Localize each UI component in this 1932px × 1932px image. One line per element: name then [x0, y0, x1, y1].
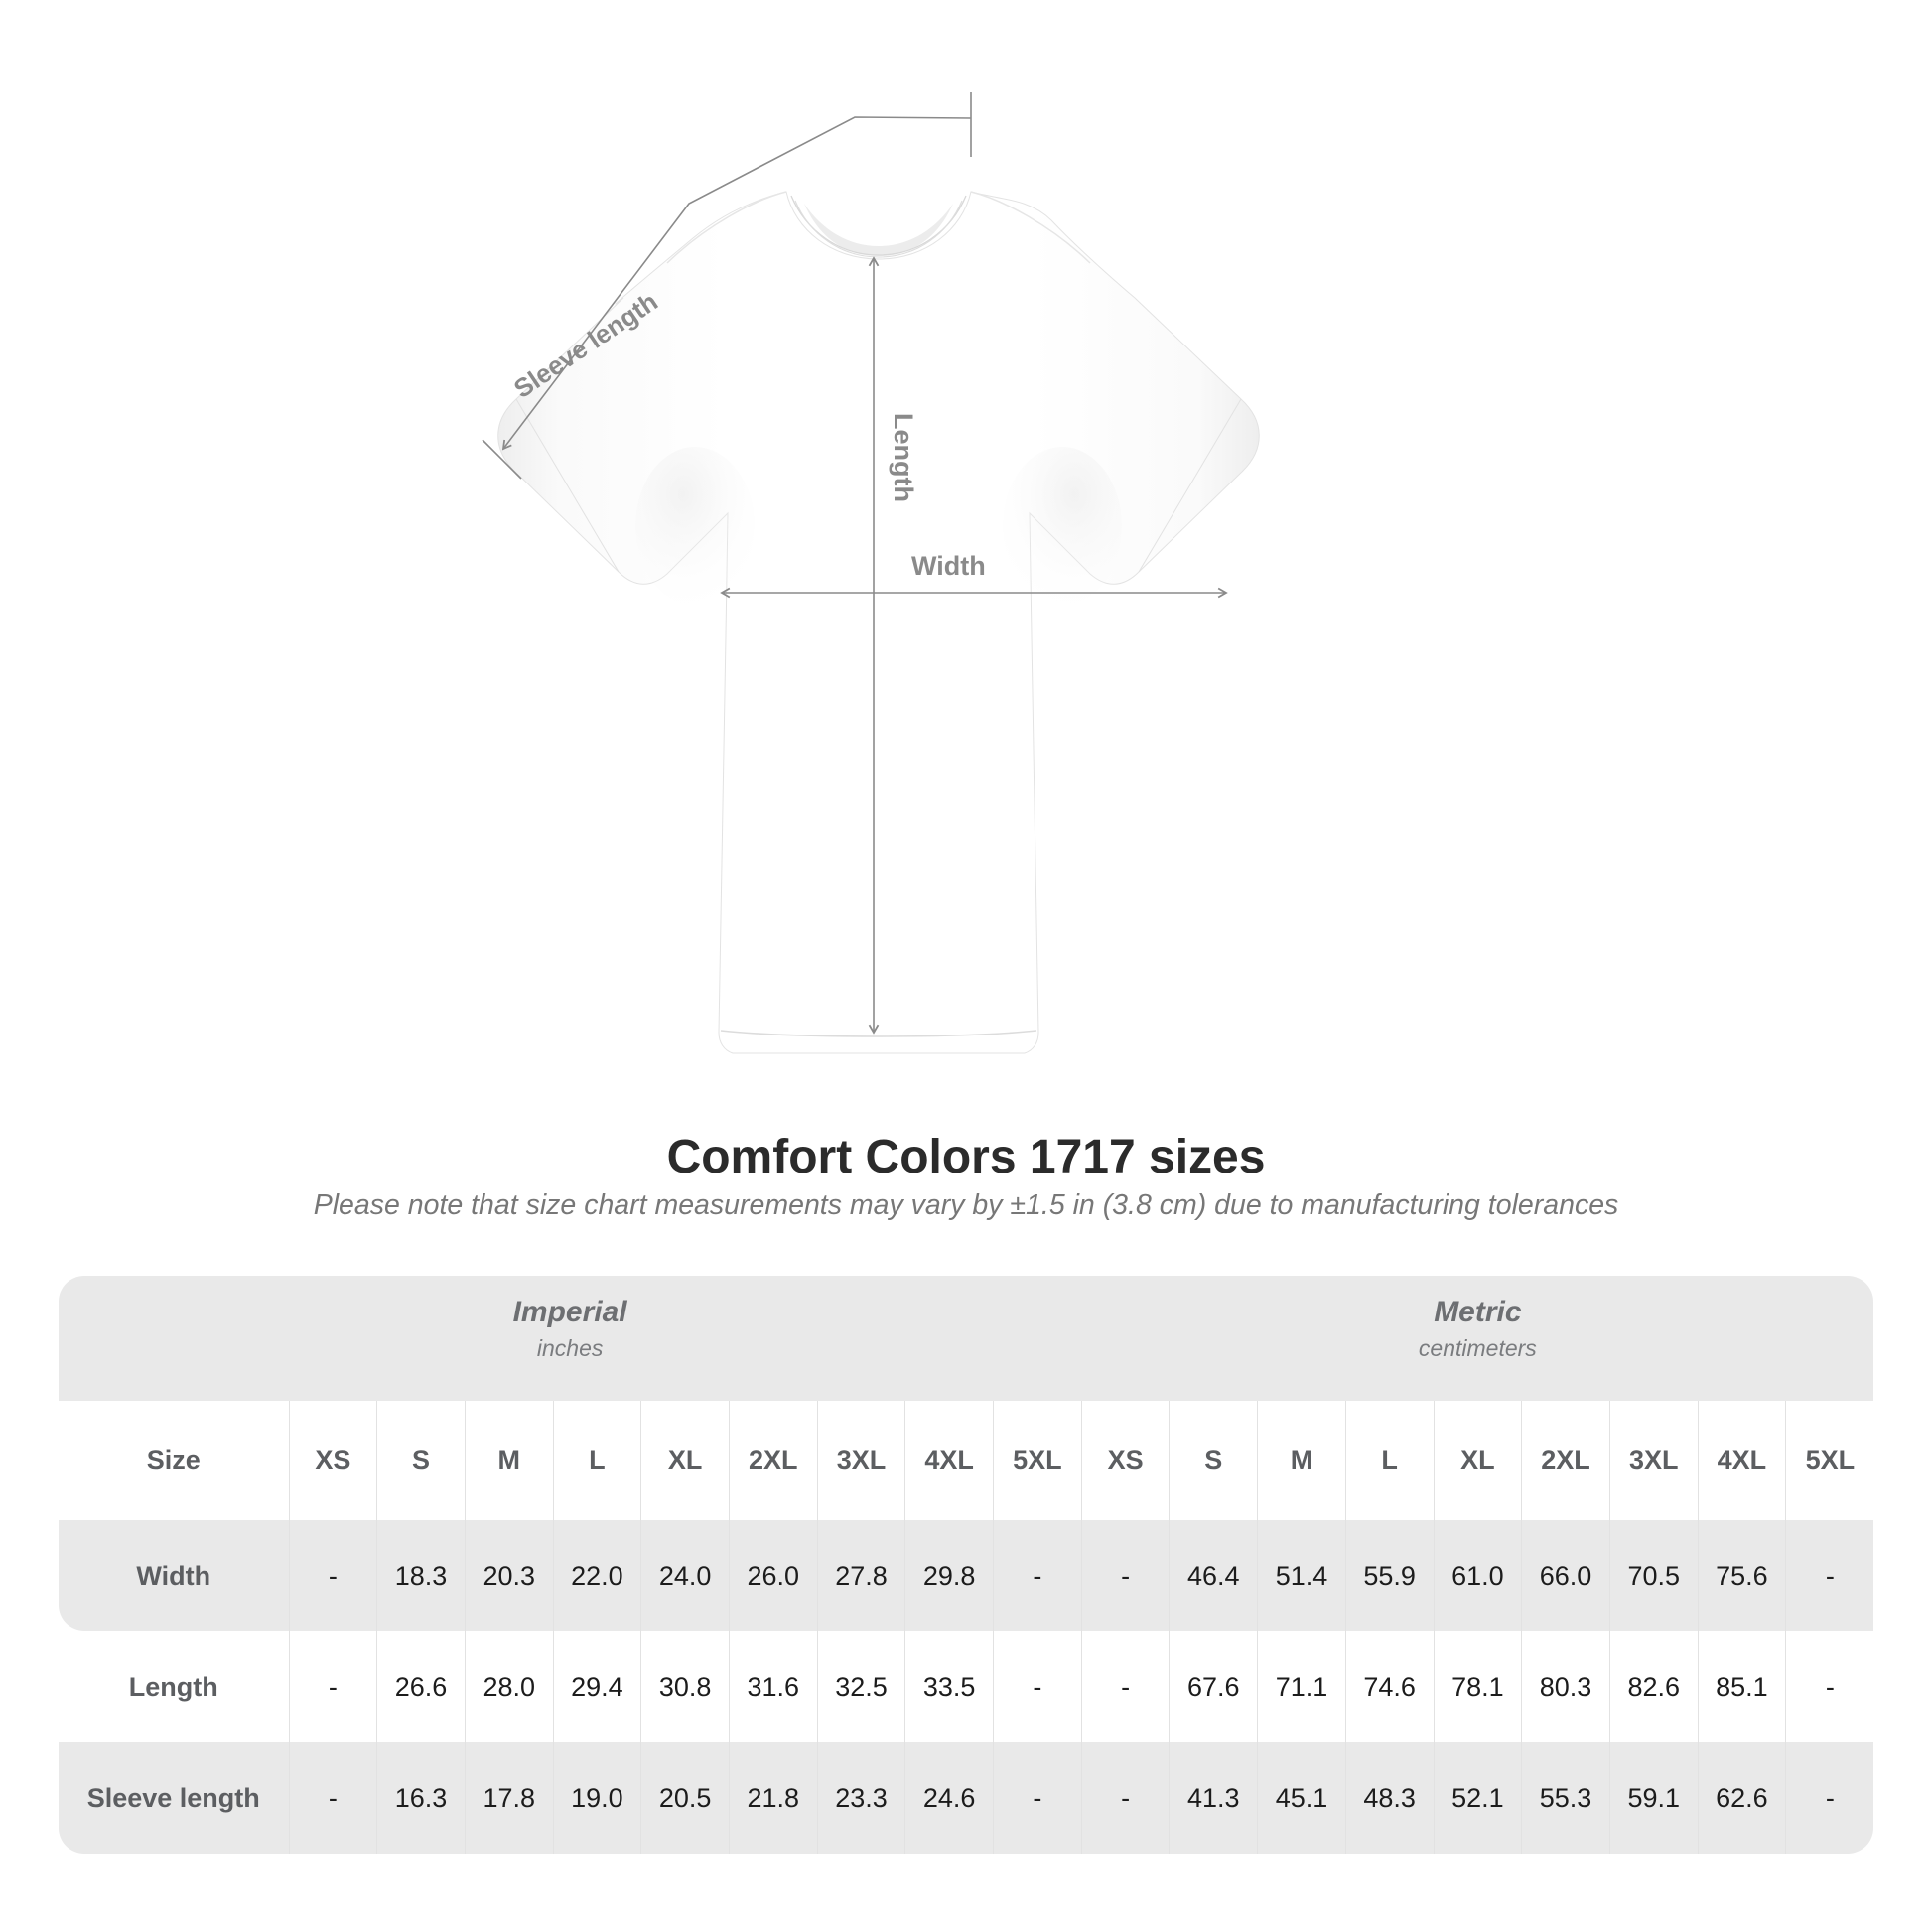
svg-text:Length: Length [889, 413, 918, 502]
svg-text:Width: Width [911, 551, 986, 581]
